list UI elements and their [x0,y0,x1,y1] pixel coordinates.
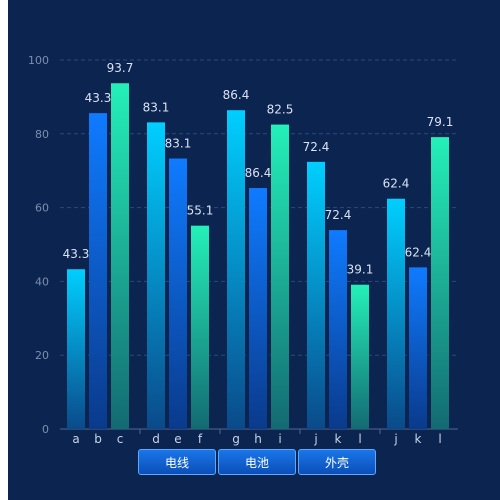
bar [89,113,107,430]
legend-button-wire[interactable]: 电线 [138,449,216,475]
data-label: 72.4 [325,208,352,222]
data-label: 86.4 [245,166,272,180]
data-label: 55.1 [187,204,214,218]
data-label: 82.5 [267,103,294,117]
bar [271,124,289,429]
y-tick-label: 100 [28,54,49,67]
y-tick-label: 80 [35,128,49,141]
x-category-label: d [152,432,160,446]
legend-button-shell[interactable]: 外壳 [298,449,376,475]
data-label: 86.4 [223,88,250,102]
y-tick-label: 20 [35,349,49,362]
data-label: 62.4 [383,177,410,191]
bar [67,269,85,429]
legend-button-battery[interactable]: 电池 [218,449,296,475]
data-label: 79.1 [427,115,454,129]
x-category-label: j [393,432,397,446]
bar-layer [67,83,449,430]
bar [307,161,325,429]
x-category-label: f [198,432,203,446]
data-label: 39.1 [347,263,374,277]
bar [409,267,427,429]
y-tick-label: 40 [35,275,49,288]
x-category-label: k [415,432,422,446]
bar [111,83,129,429]
data-label: 43.3 [85,91,112,105]
x-category-label: e [174,432,181,446]
x-category-label: l [358,432,361,446]
bar [191,225,209,429]
x-category-label: h [254,432,262,446]
y-tick-label: 60 [35,202,49,215]
data-label: 72.4 [303,140,330,154]
label-layer: 43.3 a 43.3 b 93.7 c 83.1 d 83.1 e 55.1 f 86.4 g 86.4 h… [63,61,454,446]
x-category-label: i [278,432,281,446]
data-label: 62.4 [405,245,432,259]
bar [147,122,165,430]
x-category-label: b [94,432,102,446]
y-tick-label: 0 [42,423,49,436]
bar [387,198,405,429]
bar-chart: 0 20 40 60 80 100 43.3 a 43.3 b 93.7 c 83.1 d 83.1 e 55… [28,54,458,446]
data-label: 83.1 [143,100,170,114]
x-category-label: g [232,432,240,446]
x-category-label: l [438,432,441,446]
bar [249,188,267,429]
chart-panel: 0 20 40 60 80 100 43.3 a 43.3 b 93.7 c 83.1 d 83.1 e 55… [8,0,500,500]
bar [227,110,245,430]
x-category-label: c [117,432,124,446]
bar [431,137,449,429]
x-category-label: k [335,432,342,446]
x-category-label: a [72,432,79,446]
x-category-label: j [313,432,317,446]
bar [351,284,369,429]
bar [329,230,347,429]
data-label: 93.7 [107,61,134,75]
data-label: 83.1 [165,137,192,151]
bar [169,158,187,429]
data-label: 43.3 [63,247,90,261]
